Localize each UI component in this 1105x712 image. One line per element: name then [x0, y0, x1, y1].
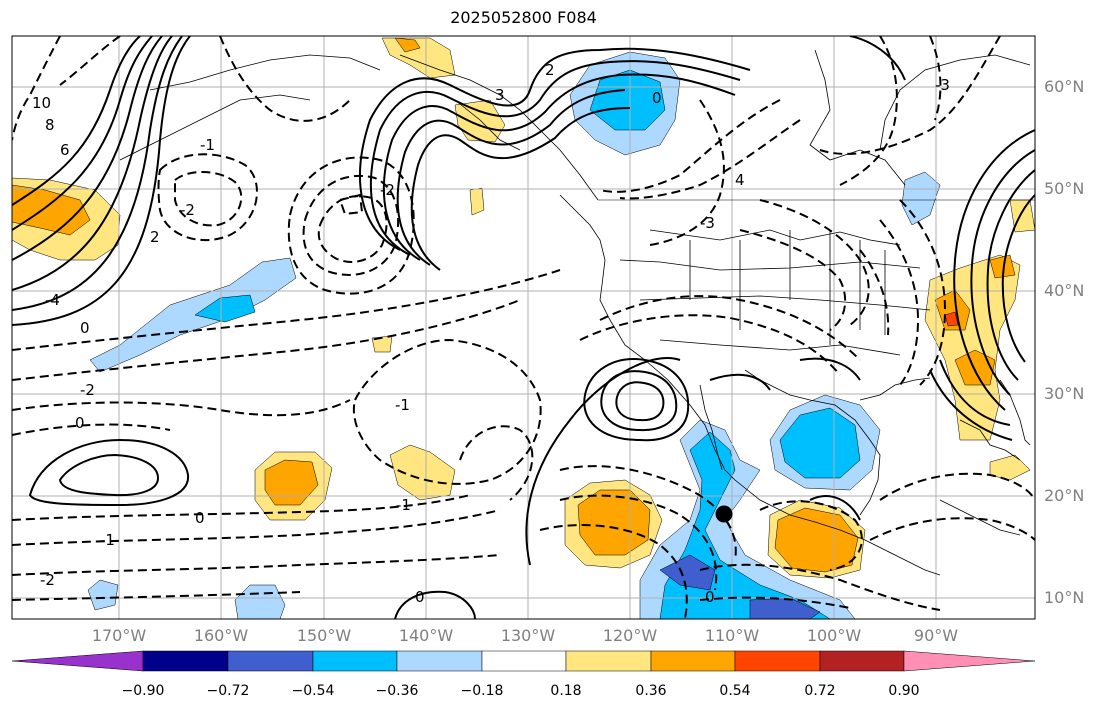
- lon-label: 130°W: [500, 626, 556, 645]
- colorbar-tick-label: −0.72: [206, 683, 250, 699]
- colorbar-tick-label: 0.54: [719, 683, 751, 699]
- lon-label: 140°W: [398, 626, 454, 645]
- contour-label: -2: [380, 181, 395, 199]
- contour-label: -3: [935, 76, 950, 94]
- positive-contours: [12, 36, 1035, 619]
- colorbar-tick-label: 0.90: [888, 683, 920, 699]
- colorbar-tick-label: 0.36: [635, 683, 667, 699]
- contour-labels: 10 8 6 2 -2 -1 0 -4 -3 3 4 2 -2 0 -1 0 -…: [32, 61, 950, 606]
- lon-label: 100°W: [806, 626, 862, 645]
- lon-label: 90°W: [913, 626, 959, 645]
- contour-label: 8: [45, 116, 55, 134]
- contour-label: 0: [80, 319, 90, 337]
- contour-label: 2: [545, 61, 555, 79]
- contour-label: 0: [195, 509, 205, 527]
- colorbar-tick-label: −0.18: [460, 683, 504, 699]
- lat-label: 20°N: [1044, 486, 1085, 505]
- colorbar-tick-label: −0.90: [121, 683, 165, 699]
- colorbar-extend-high: [903, 650, 1036, 672]
- contour-label: -2: [80, 381, 95, 399]
- lat-label: 50°N: [1044, 179, 1085, 198]
- contour-label: -2: [180, 201, 195, 219]
- colorbar-tick-label: 0.18: [550, 683, 582, 699]
- contour-label: 2: [150, 228, 160, 246]
- contour-label: 4: [735, 171, 745, 189]
- map-title: 2025052800 F084: [450, 8, 597, 27]
- location-marker: [715, 505, 733, 523]
- contour-label: -1: [396, 496, 411, 514]
- contour-label: -1: [395, 396, 410, 414]
- contour-label: 0: [705, 588, 715, 606]
- lat-label: 40°N: [1044, 281, 1085, 300]
- lat-label: 30°N: [1044, 384, 1085, 403]
- contour-label: 0: [415, 588, 425, 606]
- contour-label: 0: [652, 89, 662, 107]
- lon-label: 120°W: [602, 626, 658, 645]
- colorbar-tick-label: 0.72: [804, 683, 836, 699]
- contour-label: -1: [200, 136, 215, 154]
- graticule: [12, 36, 1035, 619]
- lon-label: 170°W: [91, 626, 147, 645]
- map-frame: [11, 35, 1036, 620]
- contour-label: -1: [100, 531, 115, 549]
- colorbar: [11, 650, 1036, 672]
- lat-label: 60°N: [1044, 77, 1085, 96]
- coastlines: [119, 49, 1035, 576]
- contour-label: 3: [495, 86, 505, 104]
- map-area: 10 8 6 2 -2 -1 0 -4 -3 3 4 2 -2 0 -1 0 -…: [12, 36, 1035, 619]
- lon-label: 150°W: [296, 626, 352, 645]
- contour-label: -4: [45, 291, 60, 309]
- contour-label: -3: [700, 214, 715, 232]
- colorbar-tick-label: −0.36: [375, 683, 419, 699]
- lon-label: 160°W: [193, 626, 249, 645]
- negative-contours: [12, 36, 1035, 619]
- contours: [12, 36, 1035, 619]
- colorbar-tick-label: −0.54: [291, 683, 335, 699]
- contour-label: 0: [75, 414, 85, 432]
- contour-label: -2: [40, 571, 55, 589]
- lat-label: 10°N: [1044, 588, 1085, 607]
- contour-label: 10: [32, 94, 51, 112]
- colorbar-extend-low: [11, 650, 144, 672]
- contour-label: 6: [60, 141, 70, 159]
- lon-label: 110°W: [704, 626, 760, 645]
